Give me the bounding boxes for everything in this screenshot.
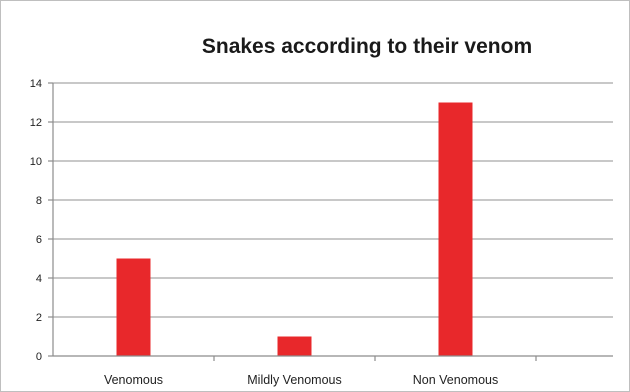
x-category-label-venomous: Venomous	[104, 373, 163, 387]
bars	[116, 102, 473, 356]
bar-non-venomous	[438, 102, 473, 356]
y-tick-label-12: 12	[30, 117, 42, 129]
chart-title: Snakes according to their venom	[202, 35, 532, 58]
x-category-label-mildly-venomous: Mildly Venomous	[247, 373, 342, 387]
y-tick-label-10: 10	[30, 156, 42, 168]
y-tick-label-4: 4	[36, 273, 42, 285]
bar-mildly-venomous	[277, 336, 312, 356]
y-tick-label-8: 8	[36, 195, 42, 207]
bar-venomous	[116, 258, 151, 356]
y-tick-label-2: 2	[36, 312, 42, 324]
axes	[48, 82, 613, 361]
x-category-labels: Venomous Mildly Venomous Non Venomous	[104, 373, 498, 387]
y-tick-labels: 0 2 4 6 8 10 12 14	[30, 78, 42, 363]
x-category-label-non-venomous: Non Venomous	[413, 373, 498, 387]
y-tick-label-0: 0	[36, 351, 42, 363]
y-tick-label-6: 6	[36, 234, 42, 246]
y-tick-label-14: 14	[30, 78, 42, 90]
